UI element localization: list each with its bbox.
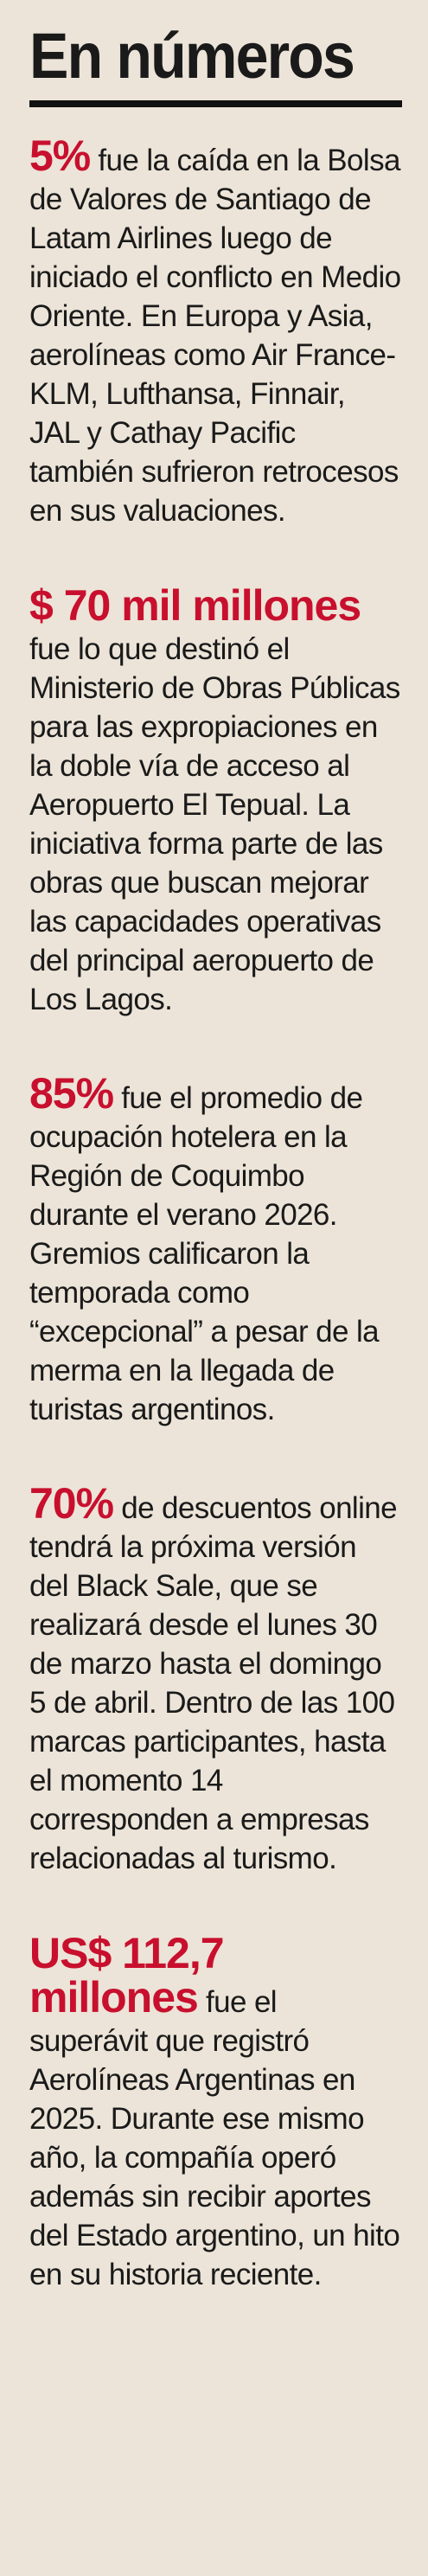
stat-description: fue el superávit que registró Aerolíneas… — [29, 1985, 400, 2291]
stat-figure: 5% — [29, 131, 91, 180]
stat-paragraph: 5% fue la caída en la Bolsa de Valores d… — [29, 134, 402, 530]
stat-description: fue lo que destinó el Ministerio de Obra… — [29, 632, 400, 1016]
stat-paragraph: $ 70 mil millones fue lo que destinó el … — [29, 584, 402, 1019]
stat-item-aerolineas-surplus: US$ 112,7 millones fue el superávit que … — [29, 1932, 402, 2294]
stat-item-latam-stock: 5% fue la caída en la Bolsa de Valores d… — [29, 134, 402, 530]
stat-description: fue el promedio de ocupación hotelera en… — [29, 1081, 380, 1426]
stat-paragraph: 85% fue el promedio de ocupación hoteler… — [29, 1072, 402, 1429]
stat-figure: $ 70 mil millones — [29, 581, 361, 630]
stat-item-mop-expropriations: $ 70 mil millones fue lo que destinó el … — [29, 584, 402, 1019]
stat-item-black-sale: 70% de descuentos online tendrá la próxi… — [29, 1482, 402, 1878]
stat-description: de descuentos online tendrá la próxima v… — [29, 1491, 398, 1875]
title-divider — [29, 100, 402, 107]
stat-item-coquimbo-occupancy: 85% fue el promedio de ocupación hoteler… — [29, 1072, 402, 1429]
stat-figure: US$ 112,7 millones — [29, 1929, 225, 2022]
stat-paragraph: US$ 112,7 millones fue el superávit que … — [29, 1932, 402, 2294]
stat-description: fue la caída en la Bolsa de Valores de S… — [29, 144, 401, 528]
stat-paragraph: 70% de descuentos online tendrá la próxi… — [29, 1482, 402, 1878]
stat-figure: 85% — [29, 1069, 114, 1118]
stat-figure: 70% — [29, 1479, 114, 1528]
panel-title: En números — [29, 20, 355, 92]
